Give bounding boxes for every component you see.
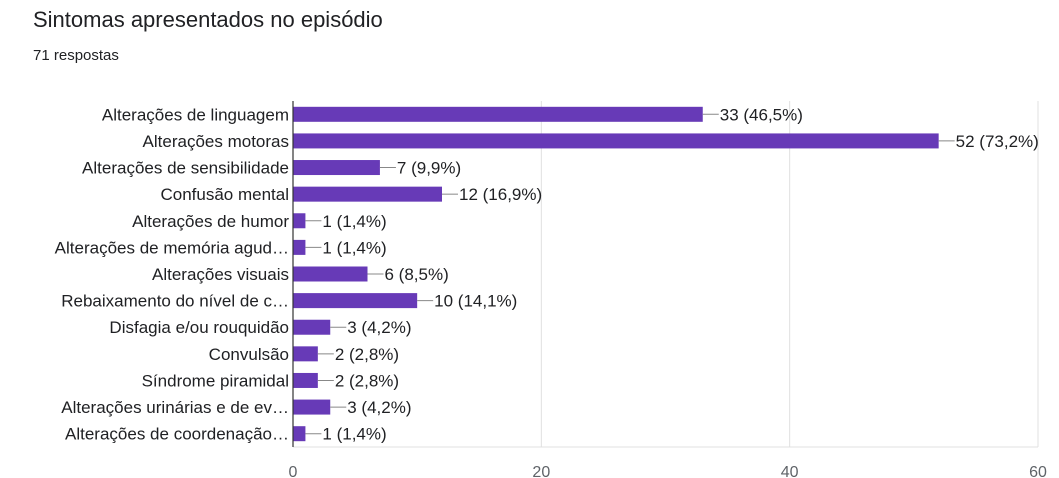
bar	[293, 399, 331, 415]
bar	[293, 293, 418, 309]
value-label: 3 (4,2%)	[347, 398, 411, 417]
value-label: 10 (14,1%)	[434, 292, 517, 311]
category-label: Alterações de memória agud…	[55, 238, 289, 257]
response-count: 71 respostas	[33, 47, 119, 64]
bar	[293, 426, 306, 442]
value-label: 1 (1,4%)	[322, 212, 386, 231]
category-label: Alterações motoras	[143, 132, 289, 151]
value-label: 7 (9,9%)	[397, 159, 461, 178]
bar-layer	[293, 106, 939, 442]
value-label: 12 (16,9%)	[459, 185, 542, 204]
category-label: Alterações de sensibilidade	[82, 159, 289, 178]
value-label: 1 (1,4%)	[322, 238, 386, 257]
value-label: 2 (2,8%)	[335, 345, 399, 364]
bar	[293, 106, 703, 122]
grid-layer	[293, 101, 1039, 448]
bar	[293, 160, 380, 176]
bar	[293, 346, 318, 362]
x-tick-label: 0	[289, 464, 298, 478]
bar	[293, 372, 318, 388]
bar	[293, 186, 442, 202]
value-label: 33 (46,5%)	[720, 105, 803, 124]
category-label: Alterações urinárias e de ev…	[61, 398, 289, 417]
value-label: 1 (1,4%)	[322, 425, 386, 444]
x-tick-label: 20	[532, 464, 550, 478]
bar	[293, 133, 939, 149]
category-label: Alterações de humor	[132, 212, 289, 231]
chart-title: Sintomas apresentados no episódio	[33, 7, 383, 32]
category-label: Síndrome piramidal	[142, 371, 289, 390]
value-label: 3 (4,2%)	[347, 318, 411, 337]
category-label: Disfagia e/ou rouquidão	[109, 318, 289, 337]
category-label: Confusão mental	[160, 185, 289, 204]
bar	[293, 319, 331, 335]
bar	[293, 213, 306, 229]
category-label: Alterações de linguagem	[102, 105, 289, 124]
category-label: Convulsão	[209, 345, 289, 364]
label-layer: Alterações de linguagem 33 (46,5%) Alteraç…	[55, 105, 1039, 443]
value-label: 52 (73,2%)	[956, 132, 1039, 151]
category-label: Rebaixamento do nível de c…	[61, 292, 289, 311]
category-label: Alterações visuais	[152, 265, 289, 284]
bar	[293, 239, 306, 255]
category-label: Alterações de coordenação…	[65, 425, 289, 444]
bar	[293, 266, 368, 282]
tick-layer: 0 20 40 60	[289, 101, 1047, 478]
x-tick-label: 60	[1029, 464, 1047, 478]
value-label: 2 (2,8%)	[335, 371, 399, 390]
value-label: 6 (8,5%)	[385, 265, 449, 284]
x-tick-label: 40	[781, 464, 799, 478]
